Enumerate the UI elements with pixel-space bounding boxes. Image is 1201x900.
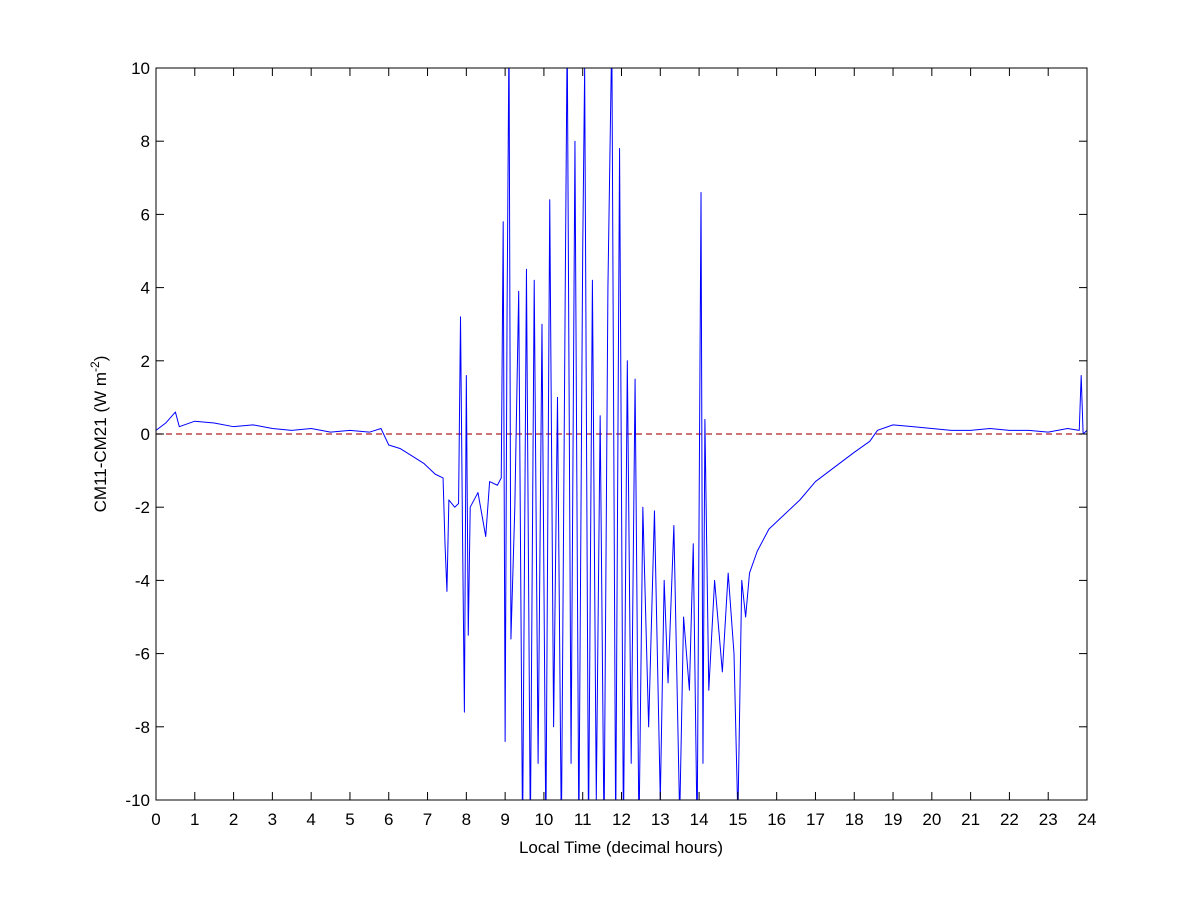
x-tick-label: 12	[612, 810, 631, 829]
x-tick-label: 7	[423, 810, 432, 829]
y-tick-label: -4	[135, 571, 150, 590]
x-tick-label: 19	[884, 810, 903, 829]
x-axis-label: Local Time (decimal hours)	[519, 838, 723, 857]
y-tick-label: 0	[141, 425, 150, 444]
y-tick-label: 6	[141, 205, 150, 224]
y-tick-label: -2	[135, 498, 150, 517]
y-tick-label: 10	[131, 59, 150, 78]
y-tick-label: 4	[141, 279, 150, 298]
x-tick-label: 0	[151, 810, 160, 829]
x-tick-label: 2	[229, 810, 238, 829]
x-tick-label: 6	[384, 810, 393, 829]
data-line	[156, 68, 1087, 800]
y-tick-label: -8	[135, 718, 150, 737]
x-tick-label: 16	[767, 810, 786, 829]
x-tick-label: 11	[574, 810, 592, 829]
x-tick-label: 9	[500, 810, 509, 829]
y-tick-label: 8	[141, 132, 150, 151]
x-tick-label: 15	[728, 810, 747, 829]
x-tick-label: 3	[268, 810, 277, 829]
x-tick-label: 1	[190, 810, 199, 829]
x-tick-label: 21	[961, 810, 980, 829]
x-tick-label: 14	[690, 810, 709, 829]
x-tick-label: 4	[306, 810, 315, 829]
x-tick-label: 17	[806, 810, 825, 829]
x-tick-label: 8	[462, 810, 471, 829]
x-tick-label: 24	[1078, 810, 1097, 829]
plot-area	[156, 68, 1087, 800]
x-tick-label: 20	[922, 810, 941, 829]
x-tick-label: 13	[651, 810, 670, 829]
x-tick-label: 23	[1039, 810, 1058, 829]
y-tick-label: -6	[135, 645, 150, 664]
x-tick-label: 5	[345, 810, 354, 829]
y-axis-label: CM11-CM21 (W m-2)	[88, 356, 110, 513]
x-tick-label: 18	[845, 810, 864, 829]
x-tick-label: 10	[534, 810, 553, 829]
x-tick-label: 22	[1000, 810, 1019, 829]
y-tick-label: 2	[141, 352, 150, 371]
y-tick-label: -10	[125, 791, 150, 810]
